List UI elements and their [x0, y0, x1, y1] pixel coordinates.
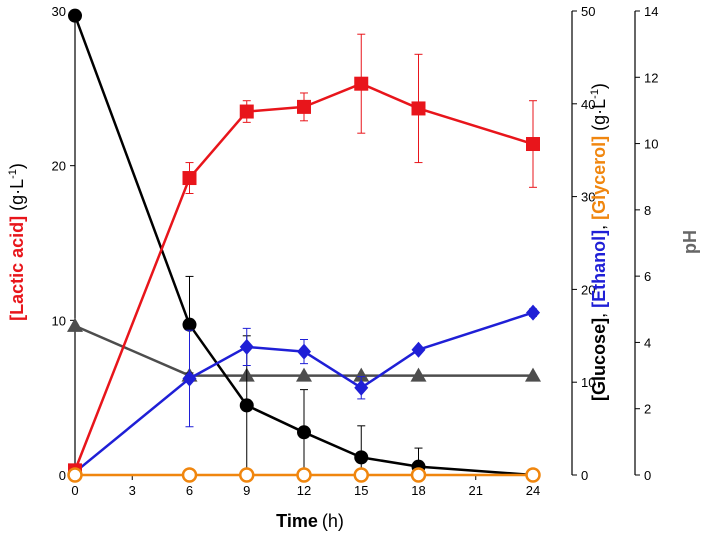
right-axis-tick-label: 14 — [644, 4, 658, 19]
middle-axis-label-glucose: [Glucose] — [589, 318, 609, 401]
lactic-acid-point — [182, 171, 197, 186]
glycerol-point — [239, 467, 255, 483]
lactic-acid-point — [239, 104, 254, 119]
ph-point — [525, 367, 541, 382]
series-ethanol — [68, 304, 540, 481]
ethanol-point — [354, 379, 369, 396]
ph-point — [296, 367, 312, 382]
x-tick-label: 15 — [354, 483, 368, 498]
glucose-point — [68, 8, 82, 23]
middle-axis-label-sup: -1 — [589, 89, 601, 99]
ph-point — [410, 367, 427, 382]
right-axis-tick-label: 8 — [644, 203, 651, 218]
middle-axis-label-sep1: , — [589, 308, 609, 318]
x-axis-label: Time (h) — [276, 511, 344, 531]
right-axis-tick-label: 4 — [644, 335, 651, 350]
glucose-point — [354, 450, 369, 465]
glucose-point — [182, 317, 197, 332]
ethanol-point — [526, 304, 540, 321]
series-glucose — [68, 8, 540, 482]
lactic-acid-point — [354, 76, 369, 91]
middle-axis-label-ethanol: [Ethanol] — [589, 230, 609, 308]
series-glycerol — [67, 467, 541, 483]
x-tick-label: 3 — [129, 483, 136, 498]
middle-axis-tick-label: 30 — [581, 190, 595, 205]
x-tick-label: 24 — [526, 483, 540, 498]
left-axis-label-main: [Lactic acid] — [7, 216, 27, 321]
glucose-point — [239, 398, 254, 413]
right-axis-tick-label: 2 — [644, 402, 651, 417]
left-axis-tick-label: 30 — [52, 4, 66, 19]
middle-axis-label-unit: (g·L — [589, 99, 609, 131]
left-axis-label: [Lactic acid] (g·L-1) — [7, 163, 27, 321]
ph-point — [353, 367, 370, 382]
left-axis-tick-label: 10 — [52, 313, 66, 328]
glucose-point — [297, 425, 311, 440]
x-tick-label: 18 — [411, 483, 425, 498]
middle-axis-tick-label: 20 — [581, 282, 595, 297]
middle-axis-label-glycerol: [Glycerol] — [589, 136, 609, 220]
left-axis-tick-label: 20 — [52, 159, 66, 174]
glycerol-point — [296, 467, 312, 483]
lactic-acid-point — [411, 101, 426, 116]
x-tick-label: 9 — [243, 483, 250, 498]
x-axis-label-main: Time — [276, 511, 318, 531]
middle-axis-tick-label: 40 — [581, 97, 595, 112]
right-axis-tick-label: 6 — [644, 269, 651, 284]
glycerol-point — [410, 467, 427, 483]
ethanol-point — [182, 370, 197, 387]
ph-point — [67, 317, 83, 332]
right-axis-tick-label: 0 — [644, 468, 651, 483]
series-lactic-acid — [68, 33, 540, 478]
x-axis-label-unit: (h) — [322, 511, 344, 531]
left-axis-label-sup: -1 — [7, 169, 19, 179]
middle-axis-tick-label: 10 — [581, 375, 595, 390]
middle-axis-tick-label: 0 — [581, 468, 588, 483]
left-axis-tick-label: 0 — [59, 468, 66, 483]
glycerol-point — [181, 467, 198, 483]
left-axis-label-unit: (g·L — [7, 179, 27, 211]
glycerol-point — [67, 467, 83, 483]
left-axis-label-close: ) — [7, 163, 27, 169]
glycerol-point — [525, 467, 541, 483]
right-axis-label: pH — [680, 230, 700, 254]
ethanol-point — [297, 343, 311, 360]
x-tick-label: 12 — [297, 483, 311, 498]
x-tick-label: 21 — [469, 483, 483, 498]
middle-axis-label-sep2: , — [589, 220, 609, 230]
lactic-acid-point — [526, 137, 540, 152]
middle-axis-label: [Glucose], [Ethanol], [Glycerol] (g·L-1) — [589, 83, 609, 401]
x-tick-label: 6 — [186, 483, 193, 498]
ethanol-point — [239, 338, 254, 355]
lactic-acid-point — [297, 99, 311, 114]
ethanol-point — [411, 341, 426, 358]
middle-axis-tick-label: 50 — [581, 4, 595, 19]
series-group — [67, 8, 541, 483]
glycerol-point — [353, 467, 369, 483]
middle-axis-label-close: ) — [589, 83, 609, 89]
right-axis-tick-label: 12 — [644, 70, 658, 85]
right-axis-tick-label: 10 — [644, 137, 658, 152]
x-tick-label: 0 — [71, 483, 78, 498]
